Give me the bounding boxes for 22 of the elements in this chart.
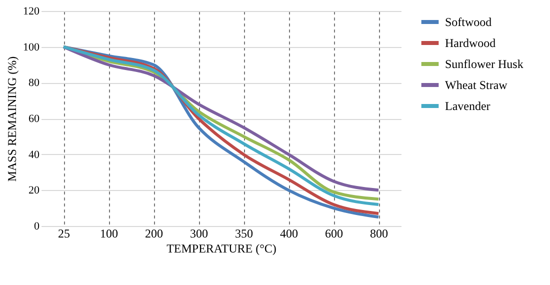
x-tick-label: 350 <box>235 226 253 240</box>
y-tick-label: 60 <box>28 113 40 125</box>
y-tick-label: 40 <box>28 148 40 161</box>
x-tick-label: 300 <box>190 226 208 240</box>
x-tick-label: 400 <box>280 226 298 240</box>
y-tick-label: 100 <box>23 41 40 54</box>
legend-label: Lavender <box>445 99 490 113</box>
x-tick-label: 25 <box>58 226 70 240</box>
legend-label: Hardwood <box>445 36 496 50</box>
x-tick-label: 800 <box>370 226 388 240</box>
legend-label: Sunflower Husk <box>445 57 524 71</box>
x-tick-label: 600 <box>325 226 343 240</box>
y-tick-label: 120 <box>23 6 40 18</box>
y-tick-label: 20 <box>28 184 40 197</box>
y-axis-title: MASS REMAINING (%) <box>5 56 19 182</box>
y-tick-label: 80 <box>28 77 40 90</box>
legend-label: Wheat Straw <box>445 78 508 92</box>
legend-label: Softwood <box>445 15 492 29</box>
x-tick-label: 100 <box>100 226 118 240</box>
x-axis-title: TEMPERATURE (°C) <box>166 242 276 256</box>
x-tick-label: 200 <box>145 226 163 240</box>
y-tick-label: 0 <box>34 220 40 232</box>
